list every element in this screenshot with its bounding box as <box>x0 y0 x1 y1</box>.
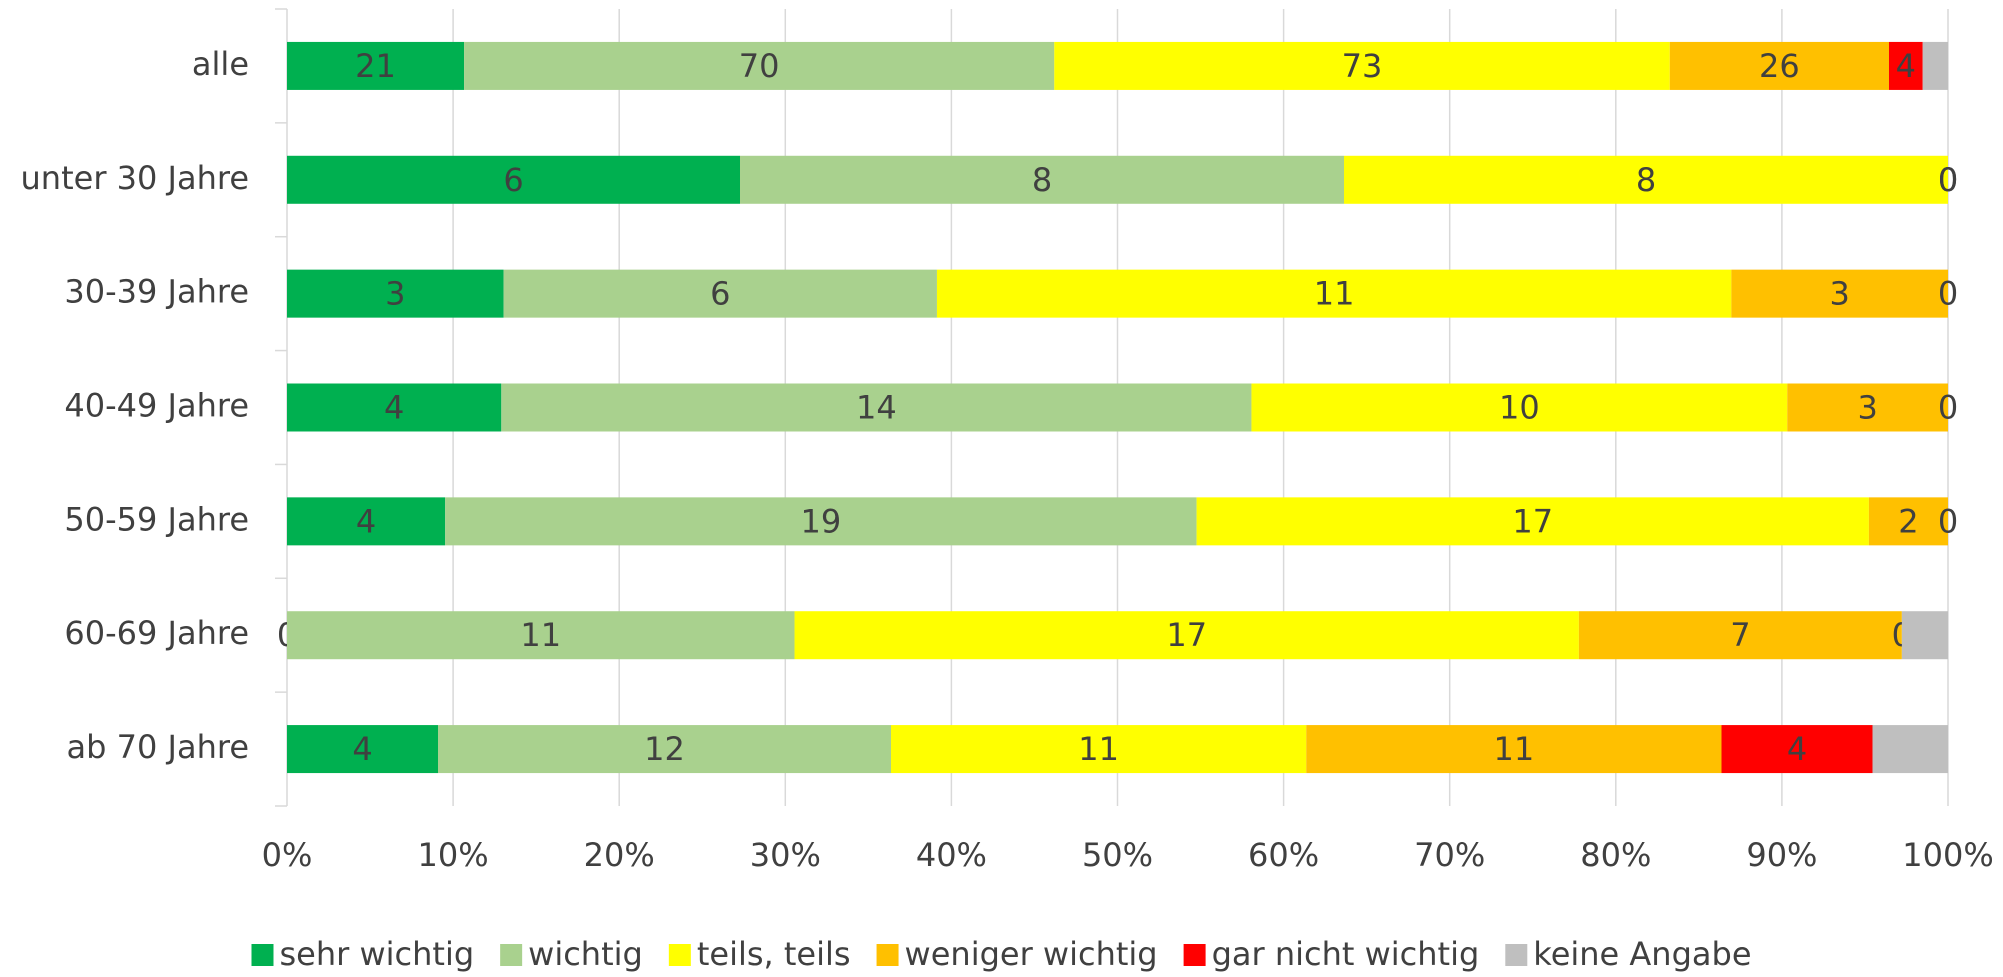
data-label: 4 <box>384 389 404 427</box>
bar-segment <box>1251 383 1788 432</box>
data-label: 73 <box>1342 47 1383 85</box>
data-label: 11 <box>1494 730 1535 768</box>
x-tick-label: 90% <box>1746 836 1817 874</box>
bar-segment <box>1787 383 1948 432</box>
data-label: 3 <box>385 275 405 313</box>
data-label: 0 <box>1938 161 1958 199</box>
data-label: 11 <box>1314 275 1355 313</box>
data-label: 0 <box>1938 389 1958 427</box>
x-tick-label: 40% <box>916 836 987 874</box>
x-tick-label: 80% <box>1580 836 1651 874</box>
data-label: 3 <box>1857 389 1877 427</box>
bar-segment <box>1669 41 1889 90</box>
bar-segment <box>1868 497 1948 546</box>
x-tick-label: 50% <box>1082 836 1153 874</box>
data-label: 8 <box>1636 161 1656 199</box>
bar-segment <box>438 725 891 774</box>
bar-segment <box>445 497 1197 546</box>
data-label: 21 <box>355 47 396 85</box>
legend-label: weniger wichtig <box>905 935 1158 973</box>
data-label: 0 <box>1938 502 1958 540</box>
bar-segment <box>1306 725 1722 774</box>
data-label: 0 <box>1938 275 1958 313</box>
bar-segment <box>1054 41 1670 90</box>
data-label: 4 <box>1787 730 1807 768</box>
bar-segment <box>287 497 446 546</box>
bar-segment <box>740 155 1344 204</box>
legend-swatch <box>500 944 523 966</box>
data-label: 4 <box>1896 47 1916 85</box>
legend-swatch <box>1505 944 1528 966</box>
x-tick-label: 30% <box>750 836 821 874</box>
legend-swatch <box>876 944 899 966</box>
bar-segment <box>287 611 795 660</box>
data-label: 10 <box>1499 389 1540 427</box>
x-tick-label: 100% <box>1902 836 1993 874</box>
y-tick-label: 40-49 Jahre <box>64 387 249 425</box>
x-tick-label: 60% <box>1248 836 1319 874</box>
bar-segment <box>891 725 1307 774</box>
y-tick-label: 60-69 Jahre <box>64 614 249 652</box>
legend-label: teils, teils <box>697 935 851 973</box>
legend-label: gar nicht wichtig <box>1212 935 1480 973</box>
data-label: 14 <box>856 389 897 427</box>
bar-segment <box>503 269 937 318</box>
data-label: 26 <box>1759 47 1800 85</box>
data-label: 8 <box>1032 161 1052 199</box>
legend-swatch <box>668 944 691 966</box>
x-tick-label: 0% <box>262 836 313 874</box>
x-tick-label: 10% <box>418 836 489 874</box>
bar-segment <box>464 41 1055 90</box>
data-label: 17 <box>1512 502 1553 540</box>
data-label: 11 <box>1078 730 1119 768</box>
y-tick-label: alle <box>192 45 249 83</box>
bar-segment <box>1922 41 1948 90</box>
data-label: 19 <box>801 502 842 540</box>
data-label: 6 <box>710 275 730 313</box>
bar-segment <box>936 269 1732 318</box>
bar-segment <box>287 155 740 204</box>
legend-label: sehr wichtig <box>279 935 474 973</box>
data-label: 70 <box>739 47 780 85</box>
y-tick-label: 50-59 Jahre <box>64 500 249 538</box>
data-label: 3 <box>1829 275 1849 313</box>
x-tick-label: 70% <box>1414 836 1485 874</box>
data-label: 17 <box>1166 616 1207 654</box>
y-tick-label: 30-39 Jahre <box>64 273 249 311</box>
legend-label: wichtig <box>528 935 643 973</box>
bar-segment <box>287 725 438 774</box>
bar-segment <box>1196 497 1869 546</box>
bar-segment <box>1578 611 1902 660</box>
data-label: 6 <box>503 161 523 199</box>
data-label: 4 <box>356 502 376 540</box>
bar-segment <box>1731 269 1948 318</box>
bar-segment <box>1901 611 1948 660</box>
legend-label: keine Angabe <box>1533 935 1751 973</box>
bar-segment <box>1888 41 1923 90</box>
bar-segment <box>287 383 502 432</box>
legend-swatch <box>1183 944 1206 966</box>
bar-segment <box>794 611 1579 660</box>
data-label: 7 <box>1730 616 1750 654</box>
data-label: 2 <box>1898 502 1918 540</box>
y-tick-label: unter 30 Jahre <box>21 159 249 197</box>
bar-segment <box>287 269 504 318</box>
data-label: 4 <box>352 730 372 768</box>
data-label: 11 <box>520 616 561 654</box>
y-tick-label: ab 70 Jahre <box>67 728 249 766</box>
data-label: 12 <box>644 730 685 768</box>
bar-segment <box>287 41 465 90</box>
data-label: 0 <box>1938 161 1958 199</box>
bar-segment <box>1721 725 1873 774</box>
bar-segment <box>1872 725 1948 774</box>
bar-segment <box>1344 155 1948 204</box>
legend-swatch <box>251 944 274 966</box>
x-tick-label: 20% <box>584 836 655 874</box>
bar-segment <box>501 383 1252 432</box>
